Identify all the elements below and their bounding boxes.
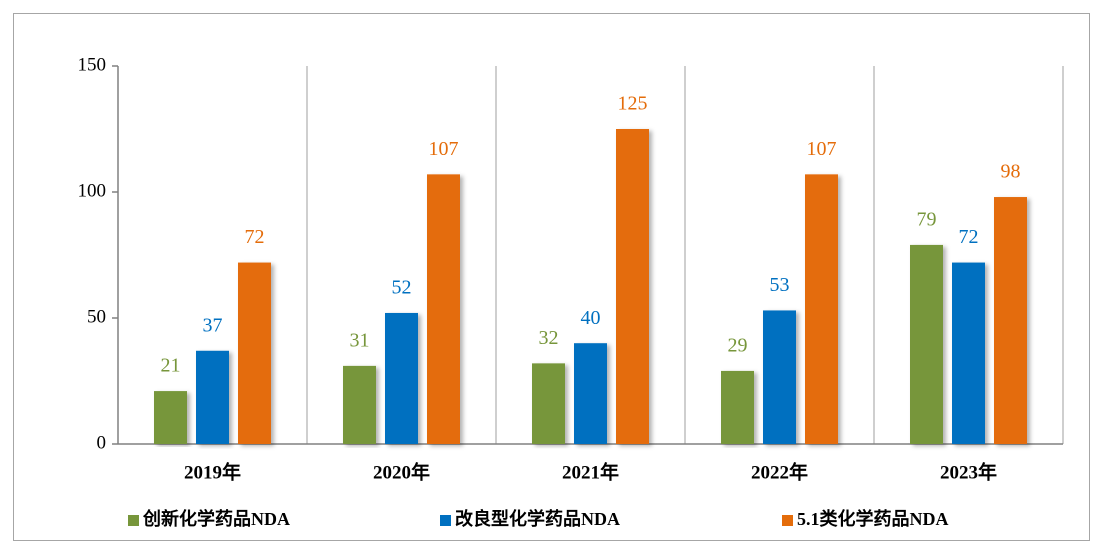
x-tick-label: 2023年 [940, 460, 997, 483]
y-tick-label: 100 [78, 180, 107, 201]
x-tick-label: 2020年 [373, 460, 430, 483]
bar [910, 244, 943, 444]
data-label: 125 [618, 93, 648, 115]
legend-label: 5.1类化学药品NDA [797, 508, 949, 529]
data-label: 79 [917, 209, 937, 231]
bar [427, 174, 460, 445]
x-tick-label: 2022年 [751, 460, 808, 483]
bar [154, 391, 187, 444]
bar [805, 174, 838, 445]
legend-label: 改良型化学药品NDA [455, 508, 620, 529]
data-label: 37 [203, 314, 223, 336]
bar [721, 370, 754, 444]
bar [952, 262, 985, 444]
x-tick-label: 2021年 [562, 460, 619, 483]
bar [343, 365, 376, 444]
data-label: 21 [161, 355, 181, 377]
x-tick-label: 2019年 [184, 460, 241, 483]
data-label: 72 [245, 226, 265, 248]
data-label: 53 [770, 274, 790, 296]
bar [574, 343, 607, 444]
data-label: 107 [807, 138, 837, 160]
y-tick-label: 50 [87, 306, 106, 327]
legend-marker [440, 515, 451, 526]
bar [616, 129, 649, 444]
bar [385, 312, 418, 444]
data-label: 31 [350, 329, 370, 351]
data-label: 29 [728, 335, 748, 357]
data-label: 32 [539, 327, 559, 349]
y-tick-label: 0 [97, 432, 107, 453]
data-label: 107 [429, 138, 459, 160]
legend-marker [782, 515, 793, 526]
legend-label: 创新化学药品NDA [142, 508, 290, 529]
data-label: 98 [1001, 161, 1021, 183]
data-label: 40 [581, 307, 601, 329]
y-tick-label: 150 [78, 54, 107, 75]
data-label: 52 [392, 277, 412, 299]
bar [238, 262, 271, 444]
legend-marker [128, 515, 139, 526]
bar [994, 197, 1027, 444]
bar [532, 363, 565, 444]
bar [196, 350, 229, 444]
data-label: 72 [959, 226, 979, 248]
bar [763, 310, 796, 444]
